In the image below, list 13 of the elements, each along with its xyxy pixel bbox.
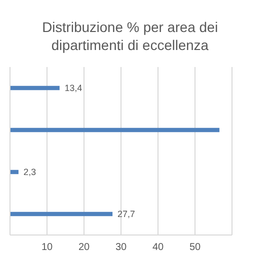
x-tick-label: 50 bbox=[189, 242, 201, 254]
bar bbox=[10, 212, 112, 216]
x-tick-label: 30 bbox=[115, 242, 127, 254]
data-label: 27,7 bbox=[117, 209, 136, 220]
x-tick-label: 20 bbox=[78, 242, 90, 254]
x-tick-label: 10 bbox=[41, 242, 53, 254]
data-label: 13,4 bbox=[64, 83, 82, 94]
bar bbox=[10, 170, 19, 174]
bar bbox=[10, 86, 60, 90]
bar bbox=[10, 128, 220, 132]
data-label: 2,3 bbox=[24, 167, 36, 178]
chart-title: Distribuzione % per area dei dipartimenti di eccellenza bbox=[41, 18, 219, 54]
x-tick-label: 40 bbox=[152, 242, 164, 254]
